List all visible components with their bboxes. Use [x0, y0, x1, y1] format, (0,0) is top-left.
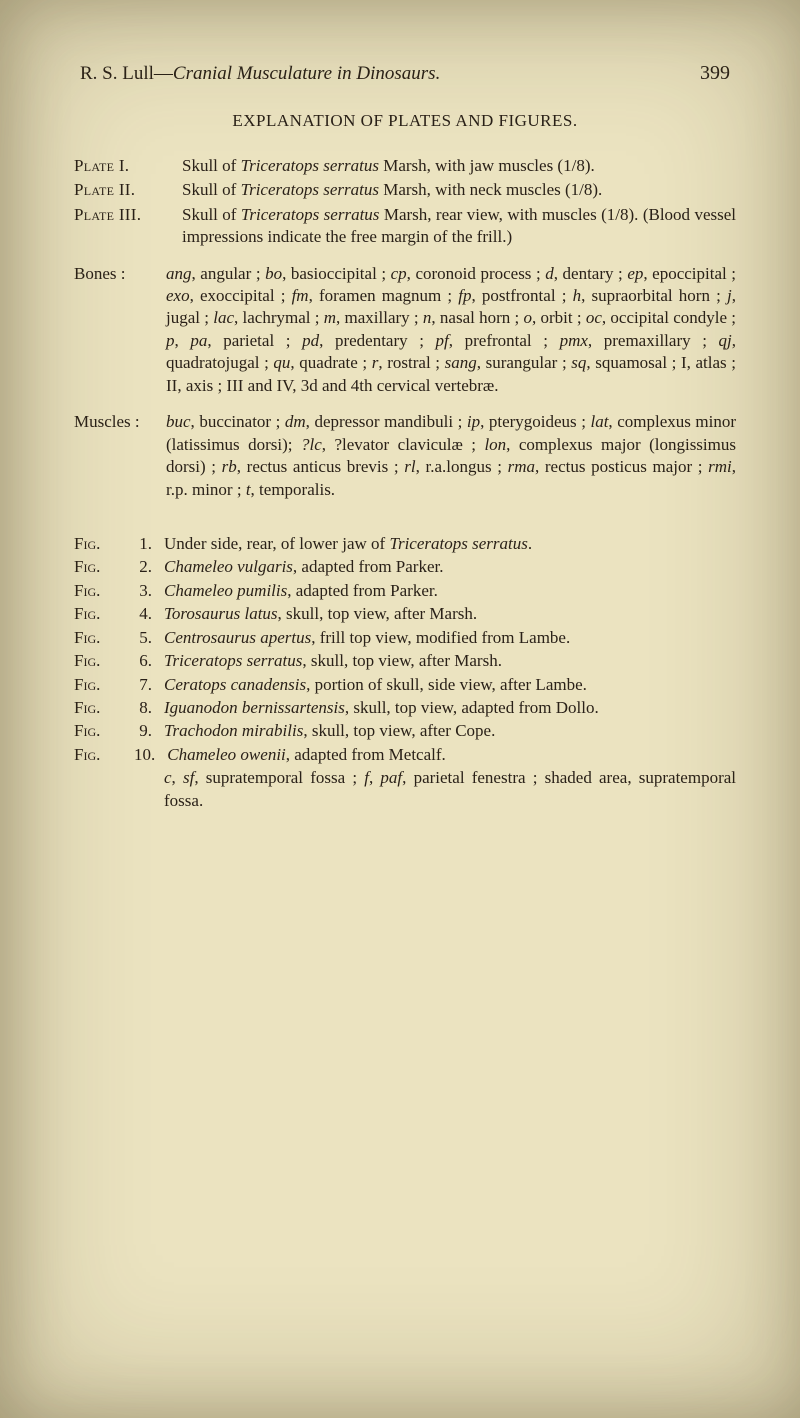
plate-entry: Plate III. Skull of Triceratops serratus… — [74, 204, 736, 249]
fig-row: Fig. 8. Iguanodon bernissartensis, skull… — [74, 697, 736, 719]
muscles-entry: Muscles : buc, buccinator ; dm, depresso… — [74, 411, 736, 501]
fig-label: Fig. — [74, 627, 134, 649]
plate-label: Plate I. — [74, 155, 182, 177]
section-title: EXPLANATION OF PLATES AND FIGURES. — [74, 110, 736, 132]
fig-body: Iguanodon bernissartensis, skull, top vi… — [164, 697, 736, 719]
plate-body: Skull of Triceratops serratus Marsh, wit… — [182, 179, 736, 201]
fig-num: 7. — [134, 674, 164, 696]
fig-body: Chameleo pumilis, adapted from Parker. — [164, 580, 736, 602]
fig-label: Fig. — [74, 744, 134, 766]
fig-row: Fig. 1. Under side, rear, of lower jaw o… — [74, 533, 736, 555]
fig-label: Fig. — [74, 650, 134, 672]
fig-num: 6. — [134, 650, 164, 672]
fig-label: Fig. — [74, 603, 134, 625]
fig-num: 10. — [134, 744, 167, 766]
plate-entry: Plate I. Skull of Triceratops serratus M… — [74, 155, 736, 177]
fig-row: Fig. 3. Chameleo pumilis, adapted from P… — [74, 580, 736, 602]
fig-body: Trachodon mirabilis, skull, top view, af… — [164, 720, 736, 742]
fig-label: Fig. — [74, 533, 134, 555]
fig-row: Fig. 7. Ceratops canadensis, portion of … — [74, 674, 736, 696]
fig-row: Fig. 2. Chameleo vulgaris, adapted from … — [74, 556, 736, 578]
running-head-title: R. S. Lull—Cranial Musculature in Dinosa… — [80, 61, 440, 86]
fig-num: 4. — [134, 603, 164, 625]
fig-num: 9. — [134, 720, 164, 742]
plate-body: Skull of Triceratops serratus Marsh, wit… — [182, 155, 736, 177]
fig-body: Centrosaurus apertus, frill top view, mo… — [164, 627, 736, 649]
fig-body: Chameleo owenii, adapted from Metcalf. — [167, 744, 736, 766]
fig-body: Triceratops serratus, skull, top view, a… — [164, 650, 736, 672]
plates-block: Plate I. Skull of Triceratops serratus M… — [74, 155, 736, 249]
fig-num: 3. — [134, 580, 164, 602]
running-head: R. S. Lull—Cranial Musculature in Dinosa… — [74, 60, 736, 86]
plate-label: Plate II. — [74, 179, 182, 201]
fig-row: Fig. 5. Centrosaurus apertus, frill top … — [74, 627, 736, 649]
page-number: 399 — [700, 60, 730, 86]
fig-row: Fig. 6. Triceratops serratus, skull, top… — [74, 650, 736, 672]
running-head-author: R. S. Lull— — [80, 63, 173, 84]
fig-body: Torosaurus latus, skull, top view, after… — [164, 603, 736, 625]
muscles-label: Muscles : — [74, 411, 166, 501]
fig-row: Fig. 10. Chameleo owenii, adapted from M… — [74, 744, 736, 766]
fig-body: Ceratops canadensis, portion of skull, s… — [164, 674, 736, 696]
plate-entry: Plate II. Skull of Triceratops serratus … — [74, 179, 736, 201]
fig-label: Fig. — [74, 697, 134, 719]
fig-body: Chameleo vulgaris, adapted from Parker. — [164, 556, 736, 578]
fig-body: Under side, rear, of lower jaw of Tricer… — [164, 533, 736, 555]
fig-label: Fig. — [74, 580, 134, 602]
plate-body: Skull of Triceratops serratus Marsh, rea… — [182, 204, 736, 249]
fig-label: Fig. — [74, 720, 134, 742]
fig-num: 1. — [134, 533, 164, 555]
figures-block: Fig. 1. Under side, rear, of lower jaw o… — [74, 533, 736, 812]
fig-label: Fig. — [74, 674, 134, 696]
fig-num: 2. — [134, 556, 164, 578]
fig-continuation: c, sf, supratemporal fossa ; f, paf, par… — [74, 767, 736, 812]
fig-label: Fig. — [74, 556, 134, 578]
fig-num: 8. — [134, 697, 164, 719]
plate-label: Plate III. — [74, 204, 182, 249]
fig-num: 5. — [134, 627, 164, 649]
bones-body: ang, angular ; bo, basioccipital ; cp, c… — [166, 263, 736, 398]
bones-entry: Bones : ang, angular ; bo, basioccipital… — [74, 263, 736, 398]
fig-row: Fig. 4. Torosaurus latus, skull, top vie… — [74, 603, 736, 625]
fig-row: Fig. 9. Trachodon mirabilis, skull, top … — [74, 720, 736, 742]
muscles-body: buc, buccinator ; dm, depressor mandibul… — [166, 411, 736, 501]
bones-label: Bones : — [74, 263, 166, 398]
